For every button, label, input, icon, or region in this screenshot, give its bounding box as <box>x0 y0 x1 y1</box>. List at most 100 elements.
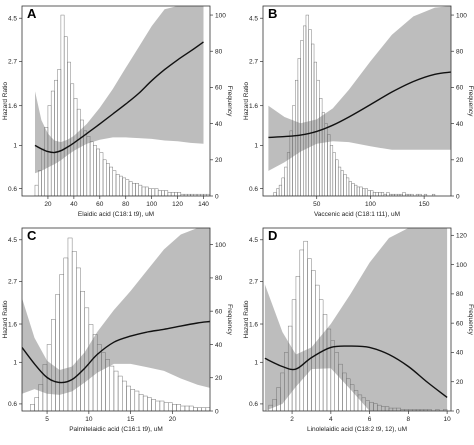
y-tick-label-left: 1.6 <box>8 103 17 110</box>
histogram-bar <box>131 183 136 196</box>
histogram-bar <box>311 270 316 411</box>
histogram-bar <box>343 174 347 196</box>
histogram-bar <box>180 405 186 411</box>
histogram-bar <box>188 405 194 411</box>
histogram-bar <box>128 181 133 196</box>
histogram-bar <box>281 177 285 196</box>
histogram-bar <box>177 192 182 196</box>
y-tick-label-left: 1 <box>13 143 17 150</box>
plot-frame <box>262 227 452 412</box>
histogram-bar <box>157 190 162 196</box>
histogram-bar <box>205 407 210 411</box>
y-axis-title-right: Frequency <box>467 86 474 117</box>
histogram-bar <box>332 152 336 196</box>
plot-frame <box>21 227 211 412</box>
y-tick-label-right: 20 <box>456 157 464 164</box>
x-axis-title: Linolelaidic acid (C18:2 t9, 12), uM <box>307 426 407 433</box>
histogram-bar <box>96 148 101 196</box>
x-tick-label: 6 <box>368 416 372 423</box>
y-tick-label-right: 40 <box>215 342 223 349</box>
histogram-bar <box>319 98 323 196</box>
histogram-bar <box>113 370 119 411</box>
panel-b: 50 100 150 0.6 1 1.6 2.7 4.5 0 20 40 60 80 100 Vacceni… <box>243 5 474 218</box>
y-axis-title-left: Hazard Ratio <box>243 82 250 120</box>
y-tick-label-right: 0 <box>215 193 219 200</box>
plot-area <box>268 6 451 196</box>
x-tick-label: 120 <box>172 201 183 208</box>
histogram-bar <box>138 184 143 196</box>
y-tick-label-left: 4.5 <box>249 237 258 244</box>
histogram-bar <box>303 25 307 196</box>
confidence-band <box>22 228 210 395</box>
histogram-bar <box>130 389 136 411</box>
histogram-bar <box>273 192 277 196</box>
histogram-bar <box>276 188 280 196</box>
x-tick-label: 20 <box>169 416 177 423</box>
histogram-bar <box>167 402 173 411</box>
x-tick-label: 10 <box>85 416 93 423</box>
histogram-bar <box>147 397 152 411</box>
histogram-bar <box>311 43 315 196</box>
x-tick-label: 4 <box>329 416 333 423</box>
y-tick-label-left: 2.7 <box>249 279 258 286</box>
y-axis-title-right: Frequency <box>226 86 233 117</box>
histogram-bar <box>76 267 81 411</box>
plot-area <box>34 6 210 196</box>
histogram-bar <box>402 192 406 196</box>
y-tick-label-right: 60 <box>215 85 223 92</box>
y-axis-title-right: Frequency <box>467 304 474 335</box>
panel-d: 2 4 6 8 10 0.6 1 1.6 2.7 4.5 0 20 40 60 80 100 120 Linole… <box>243 227 474 433</box>
histogram-bar <box>308 29 312 196</box>
histogram-bar <box>303 240 308 411</box>
x-axis-title: Vaccenic acid (C18:1 t11), uM <box>314 211 400 218</box>
histogram-bar <box>386 192 390 196</box>
histogram-bar <box>174 192 178 196</box>
y-axis-title-left: Hazard Ratio <box>2 82 9 120</box>
y-tick-label-right: 100 <box>456 262 467 269</box>
histogram-bar <box>418 193 422 196</box>
histogram-bar <box>34 184 39 196</box>
x-tick-label: 50 <box>313 201 321 208</box>
x-tick-label: 40 <box>70 201 78 208</box>
hazard-ratio-curve <box>268 71 451 139</box>
y-tick-label-left: 1 <box>254 143 258 150</box>
y-tick-label-right: 60 <box>456 85 464 92</box>
x-tick-label: 2 <box>290 416 294 423</box>
histogram-bar <box>295 276 301 411</box>
histogram-bar <box>159 400 165 411</box>
histogram-bar <box>335 159 339 196</box>
histogram-bar <box>364 188 368 196</box>
y-tick-label-right: 0 <box>456 193 460 200</box>
y-tick-label-left: 4.5 <box>249 16 258 23</box>
confidence-band <box>264 228 448 411</box>
y-tick-label-right: 40 <box>456 121 464 128</box>
histogram-bar <box>126 385 131 411</box>
y-tick-label-right: 100 <box>215 12 226 19</box>
y-tick-label-left: 2.7 <box>8 59 17 66</box>
hazard-ratio-curve <box>22 320 210 384</box>
histogram-bar <box>148 188 152 196</box>
histogram-bar <box>299 249 304 411</box>
y-tick-label-left: 2.7 <box>8 279 17 286</box>
histogram-bar <box>176 404 181 411</box>
histogram-bar <box>119 175 123 196</box>
y-tick-label-left: 4.5 <box>8 237 17 244</box>
histogram-bar <box>351 183 355 196</box>
panel-a: 20 40 60 80 100 120 140 0.6 1 1.6 2.7 4.5 0 20 40 60 80 1… <box>2 5 233 218</box>
y-tick-label-left: 1.6 <box>249 103 258 110</box>
histogram-bar <box>167 192 172 196</box>
x-tick-label: 100 <box>146 201 157 208</box>
histogram-bar <box>135 183 139 196</box>
histogram-bar <box>30 404 35 411</box>
histogram-bar <box>142 395 148 411</box>
histogram-bar <box>184 405 190 411</box>
histogram-bar <box>122 177 126 196</box>
y-tick-label-left: 1 <box>13 360 17 367</box>
y-tick-label-right: 40 <box>456 350 464 357</box>
y-tick-label-right: 80 <box>456 291 464 298</box>
y-tick-label-right: 100 <box>456 12 467 19</box>
histogram-bar <box>138 394 144 411</box>
confidence-band <box>268 6 451 171</box>
histogram-bar <box>337 166 342 196</box>
y-tick-label-right: 60 <box>456 320 464 327</box>
